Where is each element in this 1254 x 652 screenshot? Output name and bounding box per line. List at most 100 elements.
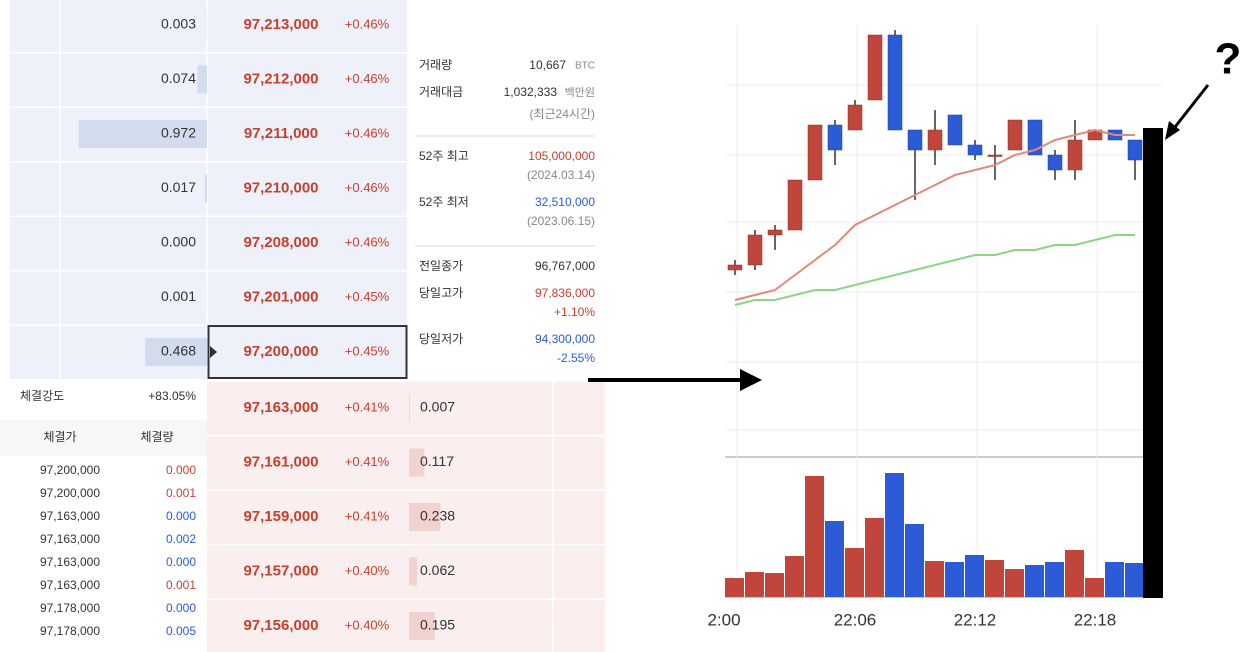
ask-row-bg [10,53,407,107]
candlestick-chart: 2:00 22:06 22:12 22:18 [707,25,1163,629]
candle-body [907,129,923,151]
volume-bar [865,518,884,597]
volume-bar [805,476,824,597]
trades-header: 체결가 [43,430,76,444]
trade-quantity: 0.001 [166,486,196,500]
candle-body [827,124,843,151]
x-tick-label: 22:06 [834,610,877,629]
ask-price: 97,210,000 [243,179,318,196]
candle-body [1047,154,1063,171]
ask-rows: 0.003 97,213,000 +0.46% 0.074 97,212,000 +0.4… [10,0,408,380]
ask-price: 97,208,000 [243,234,318,251]
info-value: 97,836,000 [535,286,595,300]
candle-body [967,144,983,156]
market-info: 거래량 10,667 BTC 거래대금 1,032,333 백만원 (최근24시… [415,58,595,365]
candle-body [807,124,823,181]
info-label: 당일고가 [419,286,463,300]
volume-bar [1045,562,1064,597]
ask-row-bg [10,162,407,216]
ask-quantity: 0.017 [161,179,196,195]
ask-row-bg [10,271,407,325]
ask-change: +0.46% [345,180,390,195]
ask-price: 97,211,000 [244,125,318,142]
info-label: 당일저가 [419,332,463,346]
candle-body [1067,139,1083,171]
bid-price-bg [207,381,407,652]
volume-bar [1125,563,1144,597]
volume-bar [845,548,864,597]
info-value: 1,032,333 [504,85,558,99]
bid-quantity: 0.238 [420,508,455,524]
info-value: 105,000,000 [528,149,595,163]
candle-body [947,114,963,146]
current-price-box [207,325,408,379]
ask-row-bg [10,108,407,161]
candle-body [927,129,943,151]
ask-change: +0.46% [345,16,390,31]
info-unit: 백만원 [565,86,595,99]
trade-quantity: 0.005 [166,624,196,638]
volume-bar [1105,562,1124,597]
x-tick-label: 22:12 [954,610,997,629]
candle-body [987,154,1003,157]
bid-quantity: 0.062 [420,562,455,578]
trade-price: 97,163,000 [40,509,100,523]
volume-bar [885,473,904,597]
candle-body [1127,139,1143,161]
bid-quantity: 0.195 [420,617,455,633]
ask-change: +0.46% [345,125,390,140]
info-label: 전일종가 [419,259,463,273]
quantity-bar [145,338,207,366]
info-value: 10,667 [529,58,566,72]
quantity-bar [409,612,435,640]
ask-quantity: 0.003 [161,16,196,32]
bid-price: 97,156,000 [243,617,318,634]
ask-price: 97,213,000 [243,16,318,33]
ask-price: 97,212,000 [243,70,318,87]
ask-price: 97,201,000 [243,288,318,305]
trade-quantity: 0.000 [166,463,196,477]
bid-change: +0.41% [345,454,390,469]
bid-change: +0.40% [345,563,390,578]
volume-bar [785,556,804,597]
volume-bar [965,555,984,597]
trades-header-bg [0,420,207,456]
quantity-bar [409,448,425,477]
quantity-bar [409,503,441,531]
arrow-head [740,369,762,391]
moving-average [734,128,1135,301]
trade-quantity: 0.002 [166,532,196,546]
bid-price: 97,161,000 [243,453,318,470]
ask-row-bg [10,0,407,52]
bid-change: +0.40% [345,617,390,632]
trade-price: 97,163,000 [40,578,100,592]
trade-price: 97,163,000 [40,555,100,569]
ask-change: +0.45% [345,289,390,304]
trade-strength-label: 체결강도 [20,389,64,403]
quantity-bar [409,394,410,422]
annotation: ? [1215,35,1242,84]
trade-quantity: 0.000 [166,509,196,523]
x-tick-label: 2:00 [707,610,740,629]
bid-quantity: 0.117 [420,453,454,469]
ask-quantity: 0.468 [161,343,196,359]
ask-price: 97,200,000 [243,343,318,360]
candle-body [1007,119,1023,151]
current-marker [210,346,217,358]
info-note: (최근24시간) [529,107,595,121]
ask-change: +0.46% [345,234,390,249]
info-value: 32,510,000 [535,195,595,209]
info-label: 52주 최고 [419,149,469,163]
volume-bar [825,521,844,597]
trade-price: 97,200,000 [40,486,100,500]
quantity-bar [197,65,207,94]
volume-bar [985,560,1004,597]
bid-price: 97,159,000 [243,508,318,525]
info-value: 96,767,000 [535,259,595,273]
bid-rows: 97,163,000 +0.41% 0.007 97,161,000 +0.41% 0.1… [207,380,605,640]
arrow-head [1165,121,1180,140]
ask-quantity: 0.001 [161,288,196,304]
ask-row-bg [10,217,407,270]
x-tick-label: 22:18 [1074,610,1117,629]
trade-quantity: 0.001 [166,578,196,592]
